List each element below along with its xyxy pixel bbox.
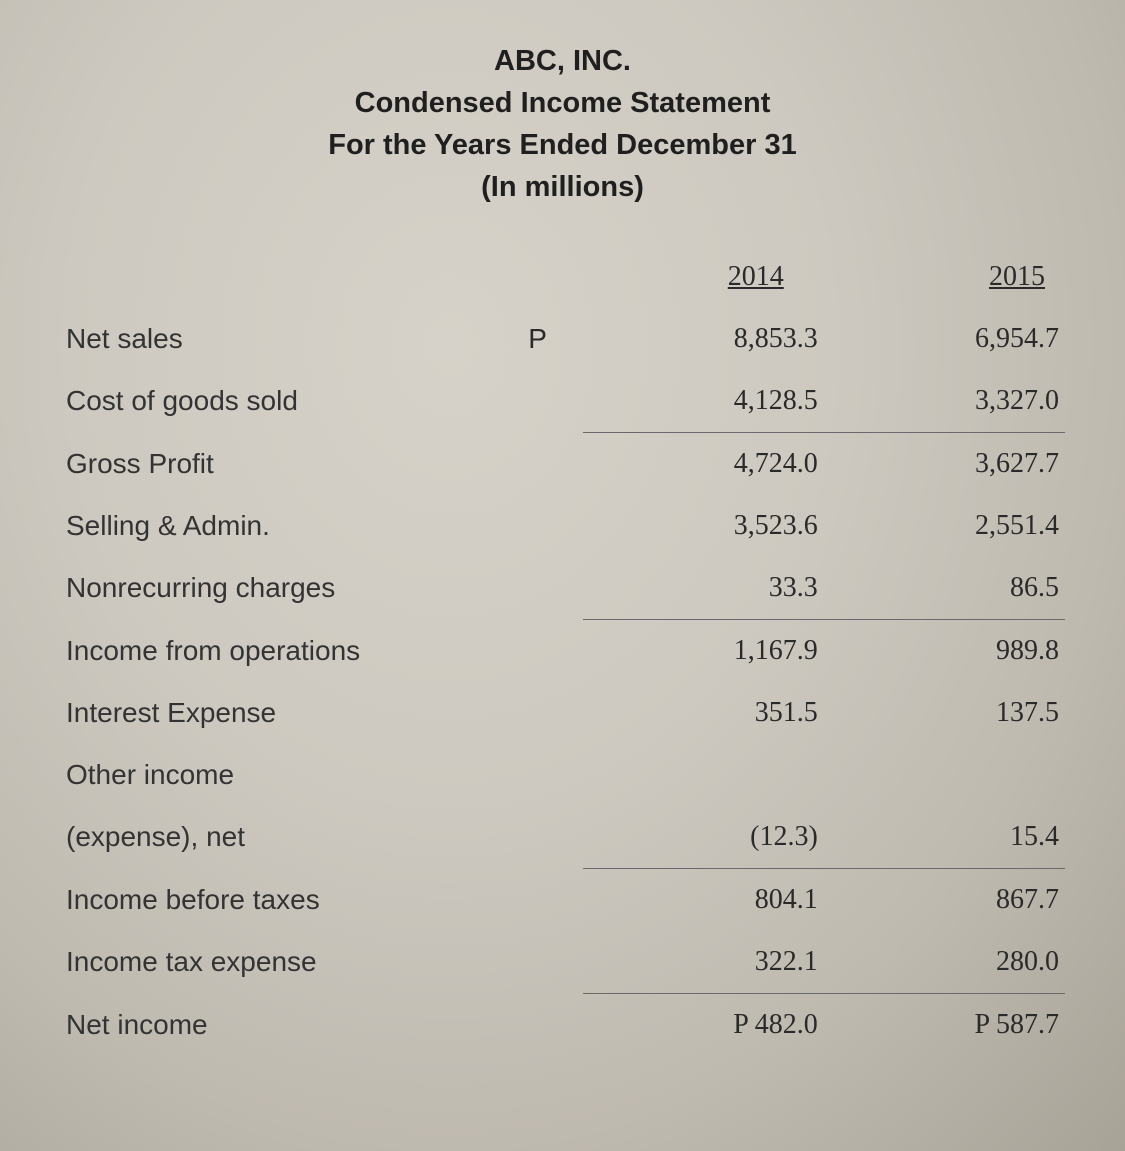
value-2015: 2,551.4 xyxy=(824,495,1065,557)
row-label: Net income xyxy=(60,994,522,1057)
currency-symbol xyxy=(522,495,582,557)
currency-symbol xyxy=(522,931,582,994)
table-row: Other income xyxy=(60,744,1065,806)
blank-cell xyxy=(522,246,582,308)
currency-symbol xyxy=(522,744,582,806)
value-2014: 33.3 xyxy=(583,557,824,620)
income-statement-page: ABC, INC. Condensed Income Statement For… xyxy=(0,0,1125,1151)
table-row: Net salesP8,853.36,954.7 xyxy=(60,308,1065,370)
statement-period: For the Years Ended December 31 xyxy=(60,124,1065,166)
value-2015: 989.8 xyxy=(824,620,1065,683)
value-2015 xyxy=(824,744,1065,806)
value-2015: 6,954.7 xyxy=(824,308,1065,370)
table-row: Interest Expense 351.5137.5 xyxy=(60,682,1065,744)
table-row: Income tax expense 322.1280.0 xyxy=(60,931,1065,994)
currency-symbol xyxy=(522,557,582,620)
table-row: Gross Profit 4,724.03,627.7 xyxy=(60,433,1065,496)
value-2015: 3,327.0 xyxy=(824,370,1065,433)
table-body: 2014 2015 Net salesP8,853.36,954.7Cost o… xyxy=(60,246,1065,1056)
value-2014: (12.3) xyxy=(583,806,824,869)
value-2015: 86.5 xyxy=(824,557,1065,620)
table-row: Selling & Admin. 3,523.62,551.4 xyxy=(60,495,1065,557)
row-label: Income from operations xyxy=(60,620,522,683)
row-label: Cost of goods sold xyxy=(60,370,522,433)
statement-units: (In millions) xyxy=(60,166,1065,208)
currency-symbol xyxy=(522,806,582,869)
currency-symbol xyxy=(522,682,582,744)
value-2015: 867.7 xyxy=(824,869,1065,932)
table-row: Income before taxes 804.1867.7 xyxy=(60,869,1065,932)
row-label: (expense), net xyxy=(60,806,522,869)
value-2014: 4,128.5 xyxy=(583,370,824,433)
value-2014 xyxy=(583,744,824,806)
currency-symbol xyxy=(522,620,582,683)
value-2014: 4,724.0 xyxy=(583,433,824,496)
row-label: Income tax expense xyxy=(60,931,522,994)
year-2015-header: 2015 xyxy=(824,246,1065,308)
value-2015: P 587.7 xyxy=(824,994,1065,1057)
value-2015: 137.5 xyxy=(824,682,1065,744)
row-label: Net sales xyxy=(60,308,522,370)
value-2014: 804.1 xyxy=(583,869,824,932)
row-label: Gross Profit xyxy=(60,433,522,496)
table-row: (expense), net (12.3)15.4 xyxy=(60,806,1065,869)
value-2014: 1,167.9 xyxy=(583,620,824,683)
currency-symbol xyxy=(522,370,582,433)
table-row: Net income P 482.0P 587.7 xyxy=(60,994,1065,1057)
income-statement-table: 2014 2015 Net salesP8,853.36,954.7Cost o… xyxy=(60,246,1065,1056)
year-header-row: 2014 2015 xyxy=(60,246,1065,308)
statement-title: Condensed Income Statement xyxy=(60,82,1065,124)
row-label: Other income xyxy=(60,744,522,806)
value-2015: 280.0 xyxy=(824,931,1065,994)
currency-symbol xyxy=(522,869,582,932)
row-label: Income before taxes xyxy=(60,869,522,932)
value-2014: 8,853.3 xyxy=(583,308,824,370)
blank-cell xyxy=(60,246,522,308)
table-row: Nonrecurring charges 33.386.5 xyxy=(60,557,1065,620)
row-label: Nonrecurring charges xyxy=(60,557,522,620)
currency-symbol xyxy=(522,994,582,1057)
value-2014: P 482.0 xyxy=(583,994,824,1057)
currency-symbol xyxy=(522,433,582,496)
currency-symbol: P xyxy=(522,308,582,370)
statement-header: ABC, INC. Condensed Income Statement For… xyxy=(60,40,1065,208)
value-2014: 322.1 xyxy=(583,931,824,994)
year-2014-header: 2014 xyxy=(583,246,824,308)
table-row: Cost of goods sold 4,128.53,327.0 xyxy=(60,370,1065,433)
value-2015: 3,627.7 xyxy=(824,433,1065,496)
value-2014: 3,523.6 xyxy=(583,495,824,557)
table-row: Income from operations 1,167.9989.8 xyxy=(60,620,1065,683)
company-name: ABC, INC. xyxy=(60,40,1065,82)
value-2014: 351.5 xyxy=(583,682,824,744)
value-2015: 15.4 xyxy=(824,806,1065,869)
row-label: Interest Expense xyxy=(60,682,522,744)
row-label: Selling & Admin. xyxy=(60,495,522,557)
